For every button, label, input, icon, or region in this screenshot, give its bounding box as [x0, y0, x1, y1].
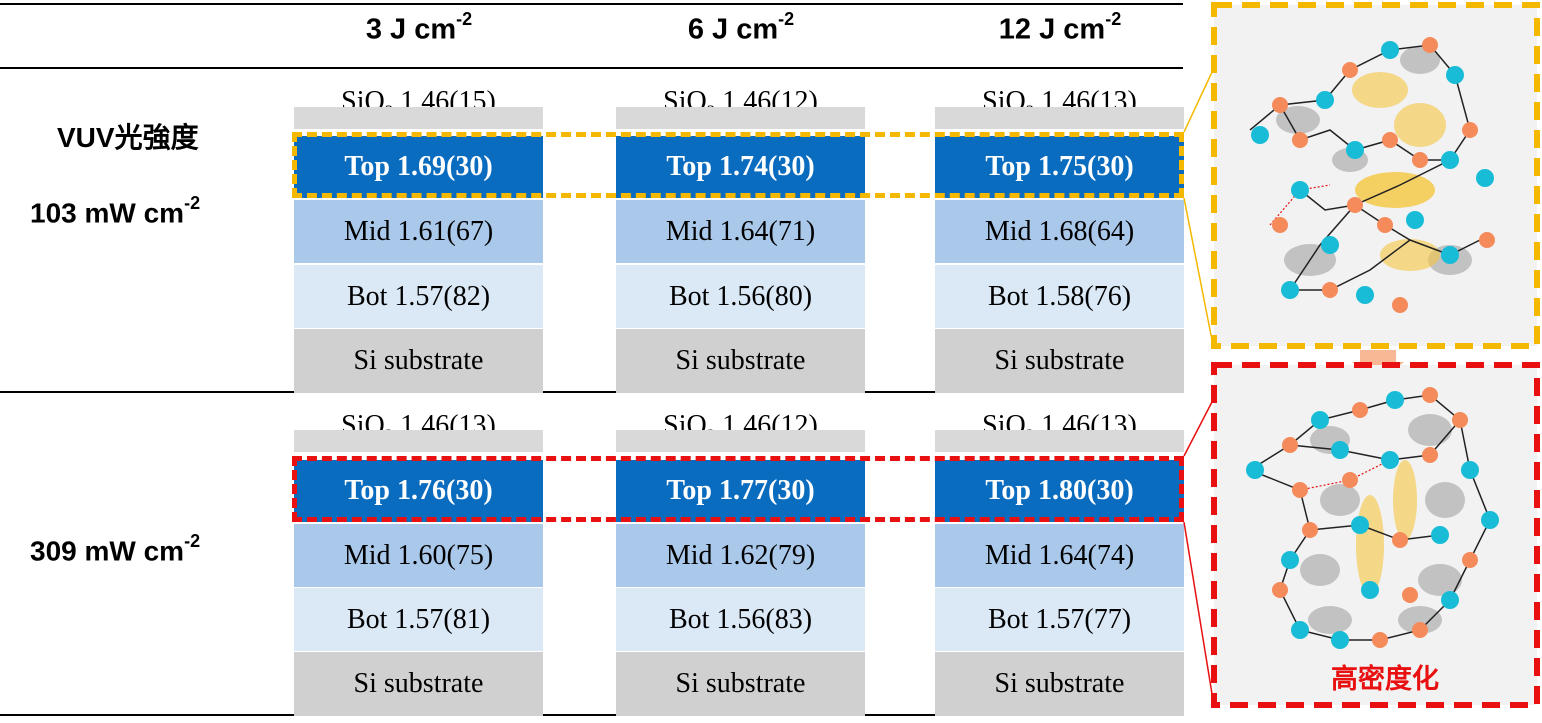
table-top-rule [0, 3, 1183, 5]
si-substrate: Si substrate [294, 652, 543, 716]
column-header-exp: -2 [778, 9, 795, 29]
si-substrate: Si substrate [616, 329, 865, 393]
bot-layer: Bot 1.57(82) [294, 265, 543, 328]
row-label-exp: -2 [184, 193, 201, 213]
sio2-layer [294, 107, 543, 129]
top-layer: Top 1.76(30) [294, 460, 543, 522]
vuv-intensity-label: VUV光強度 [57, 122, 199, 153]
connector-line [1183, 521, 1214, 701]
row-label-value: 309 mW cm [30, 535, 185, 567]
sio2-layer [935, 107, 1184, 129]
column-header-value: 3 J cm [365, 13, 457, 46]
mid-layer: Mid 1.64(71) [616, 200, 865, 263]
network-illustration: 高密度化 [1183, 2, 1540, 708]
si-substrate: Si substrate [935, 652, 1184, 716]
column-header-exp: -2 [1105, 9, 1122, 29]
mid-layer: Mid 1.60(75) [294, 524, 543, 587]
top-layer: Top 1.69(30) [294, 136, 543, 198]
densified-network-panel-border [1211, 362, 1540, 708]
bot-layer: Bot 1.58(76) [935, 265, 1184, 328]
mid-layer: Mid 1.68(64) [935, 200, 1184, 263]
sio2-layer-label: SiO2 1.46(15) [341, 86, 496, 121]
mid-layer: Mid 1.61(67) [294, 200, 543, 263]
row-label-value: 103 mW cm [30, 197, 185, 229]
sio2-layer [294, 430, 543, 452]
bot-layer: Bot 1.56(83) [616, 588, 865, 651]
row-label-exp: -2 [184, 531, 201, 551]
densification-label: 高密度化 [1331, 663, 1439, 694]
si-substrate: Si substrate [935, 329, 1184, 393]
si-substrate: Si substrate [616, 652, 865, 716]
connector-line [1183, 197, 1214, 346]
top-layer: Top 1.77(30) [616, 460, 865, 522]
sio2-layer [935, 430, 1184, 452]
sio2-layer [616, 430, 865, 452]
header-rule [0, 67, 1183, 69]
table-bottom-rule [0, 714, 1183, 716]
connector-line [1183, 69, 1214, 133]
column-header-value: 6 J cm [687, 13, 779, 46]
mid-layer: Mid 1.62(79) [616, 524, 865, 587]
bot-layer: Bot 1.56(80) [616, 265, 865, 328]
row-label-103: 103 mW cm-2 [30, 193, 201, 229]
row2-top-highlight-frame [292, 456, 1184, 522]
top-layer: Top 1.74(30) [616, 136, 865, 198]
bot-layer: Bot 1.57(77) [935, 588, 1184, 651]
mid-layer: Mid 1.64(74) [935, 524, 1184, 587]
bot-layer: Bot 1.57(81) [294, 588, 543, 651]
network-top [1249, 37, 1495, 313]
network-bottom [1246, 387, 1499, 649]
connector-line [1183, 399, 1214, 457]
sio2-layer [616, 107, 865, 129]
row-divider-rule [0, 391, 1183, 393]
column-header-value: 12 J cm [998, 13, 1106, 46]
si-substrate: Si substrate [294, 329, 543, 393]
amorphous-network-panel-border [1211, 2, 1540, 349]
top-layer: Top 1.75(30) [935, 136, 1184, 198]
column-header-6j: 6 J cm-2 [616, 9, 866, 47]
row1-top-highlight-frame [292, 132, 1184, 198]
top-layer: Top 1.80(30) [935, 460, 1184, 522]
column-header-exp: -2 [456, 9, 473, 29]
column-header-3j: 3 J cm-2 [294, 9, 544, 47]
column-header-12j: 12 J cm-2 [935, 9, 1185, 47]
row-label-309: 309 mW cm-2 [30, 531, 201, 567]
